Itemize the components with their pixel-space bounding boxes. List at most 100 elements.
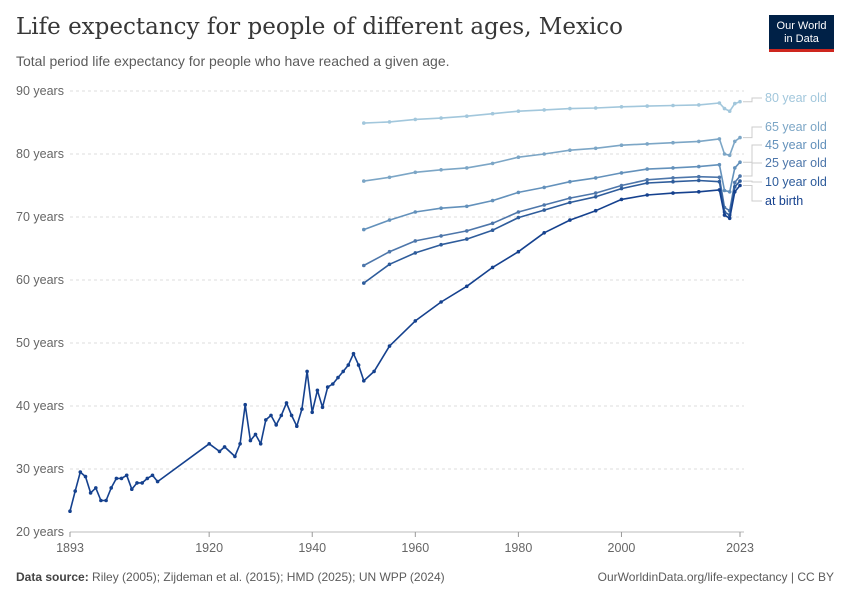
data-point [728, 217, 732, 221]
data-point [733, 185, 737, 189]
data-point [310, 411, 314, 415]
series-label: 80 year old [765, 91, 827, 105]
data-point [347, 363, 351, 367]
footer-source: Data source: Riley (2005); Zijdeman et a… [16, 570, 445, 584]
footer-url[interactable]: OurWorldinData.org/life-expectancy | CC … [598, 570, 834, 584]
x-tick-label: 1893 [56, 541, 84, 555]
series-line [70, 186, 740, 512]
data-point [594, 147, 598, 151]
data-point [130, 487, 134, 491]
data-point [372, 370, 376, 374]
data-point [99, 499, 103, 503]
data-point [156, 480, 160, 484]
data-point [89, 491, 93, 495]
data-point [269, 414, 273, 418]
data-point [517, 155, 521, 159]
data-point [249, 439, 253, 443]
data-point [238, 442, 242, 446]
data-point [733, 181, 737, 185]
data-point [723, 152, 727, 156]
data-point [718, 176, 722, 180]
data-point [341, 370, 345, 374]
data-point [620, 187, 624, 191]
data-point [336, 376, 340, 380]
data-point [316, 389, 320, 393]
data-point [388, 218, 392, 222]
data-point [542, 231, 546, 235]
data-point [620, 143, 624, 147]
data-point [723, 189, 727, 193]
data-point [465, 166, 469, 170]
data-point [542, 152, 546, 156]
data-point [738, 136, 742, 140]
data-point [465, 114, 469, 118]
data-point [733, 102, 737, 106]
data-point [73, 489, 77, 493]
data-point [352, 352, 356, 356]
data-point [326, 385, 330, 389]
data-point [331, 382, 335, 386]
data-point [517, 109, 521, 113]
data-point [645, 167, 649, 171]
y-tick-label: 50 years [16, 336, 64, 350]
data-point [723, 107, 727, 111]
data-point [414, 239, 418, 243]
data-point [233, 455, 237, 459]
series-line [364, 138, 740, 182]
data-point [68, 509, 72, 513]
series-label: 45 year old [765, 138, 827, 152]
x-tick-label: 1920 [195, 541, 223, 555]
series-line [364, 102, 740, 123]
y-tick-label: 30 years [16, 462, 64, 476]
data-point [718, 101, 722, 105]
data-point [300, 407, 304, 411]
data-point [146, 477, 150, 481]
data-point [517, 216, 521, 220]
data-point [728, 190, 732, 194]
data-point [104, 499, 108, 503]
data-point [733, 190, 737, 194]
data-point [465, 229, 469, 233]
data-point [620, 198, 624, 202]
data-point [274, 423, 278, 427]
data-point [94, 486, 98, 490]
data-point [84, 475, 88, 479]
data-point [728, 109, 732, 113]
data-point [697, 179, 701, 183]
data-point [718, 163, 722, 167]
data-point [645, 142, 649, 146]
data-point [388, 263, 392, 267]
data-point [568, 180, 572, 184]
label-connector [743, 98, 762, 102]
data-point [697, 190, 701, 194]
label-connector [743, 127, 762, 138]
data-point [388, 120, 392, 124]
data-point [738, 184, 742, 188]
data-point [733, 166, 737, 170]
data-point [388, 176, 392, 180]
data-point [439, 300, 443, 304]
data-point [738, 100, 742, 104]
data-point [465, 237, 469, 241]
label-connector [743, 186, 762, 202]
data-point [542, 208, 546, 212]
data-point [697, 103, 701, 107]
x-tick-label: 1940 [298, 541, 326, 555]
y-tick-label: 70 years [16, 210, 64, 224]
label-connector [743, 163, 762, 176]
data-point [290, 414, 294, 418]
data-point [135, 481, 139, 485]
x-tick-label: 2023 [726, 541, 754, 555]
data-point [414, 319, 418, 323]
data-point [414, 171, 418, 175]
data-point [733, 140, 737, 144]
data-point [362, 264, 366, 268]
data-point [671, 176, 675, 180]
data-point [465, 205, 469, 209]
data-point [115, 477, 119, 481]
data-point [738, 179, 742, 183]
data-point [671, 166, 675, 170]
data-point [414, 210, 418, 214]
data-point [218, 450, 222, 454]
